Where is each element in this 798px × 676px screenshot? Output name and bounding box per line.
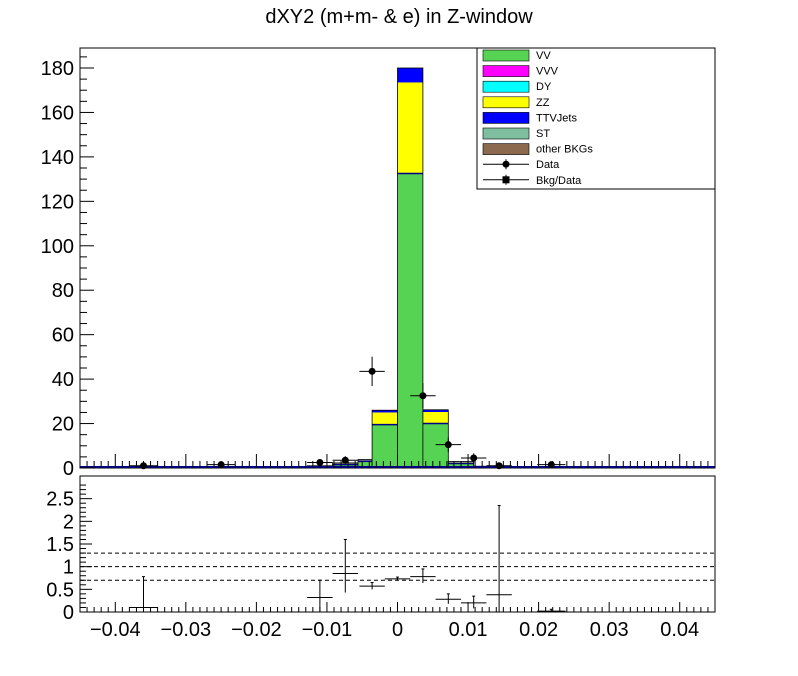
- ratio-y-tick-label: 2: [63, 511, 74, 533]
- stack-bar-vv: [397, 173, 423, 469]
- legend-swatch: [482, 143, 530, 155]
- legend-swatch: [482, 80, 530, 93]
- data-point: [444, 441, 452, 449]
- x-tick-label: 0.01: [449, 619, 488, 641]
- stack-bar-vv: [372, 424, 398, 468]
- chart-title: dXY2 (m+m- & e) in Z-window: [265, 6, 533, 28]
- data-point: [341, 456, 349, 464]
- y-tick-label: 0: [63, 458, 74, 480]
- stack-bar-ttv: [422, 409, 449, 412]
- legend-label: other BKGs: [536, 144, 593, 156]
- data-point: [368, 367, 376, 375]
- stack-bar-vv: [422, 423, 449, 468]
- legend-marker-square: [502, 176, 510, 184]
- x-tick-label: 0: [392, 619, 403, 641]
- legend-marker-circle: [502, 160, 510, 168]
- legend-label: Data: [536, 159, 560, 171]
- legend-label: VVV: [536, 66, 559, 78]
- legend-label: Bkg/Data: [536, 175, 582, 187]
- legend-swatch: [482, 112, 530, 124]
- ratio-frame: [79, 475, 716, 613]
- stack-bar-zz: [397, 82, 423, 174]
- legend-label: ZZ: [536, 97, 550, 109]
- data-point: [316, 458, 324, 466]
- data-point: [419, 392, 427, 400]
- data-point: [470, 454, 478, 462]
- legend-swatch: [482, 65, 530, 77]
- ratio-pad: −0.04 −0.03 −0.02 −0.01 0 0.01 0.02 0.03 0.0400.…: [46, 475, 716, 641]
- x-tick-label: 0.02: [519, 619, 558, 641]
- stack-bar-zz: [422, 412, 449, 424]
- y-tick-label: 180: [41, 58, 74, 80]
- data-point: [547, 461, 555, 469]
- legend-swatch: [482, 96, 530, 109]
- stack-bar-ttv: [372, 410, 398, 413]
- ratio-y-tick-label: 2.5: [46, 489, 74, 511]
- ratio-y-tick-label: 0.5: [46, 579, 74, 601]
- y-tick-label: 140: [41, 147, 74, 169]
- x-tick-label: 0.03: [590, 619, 629, 641]
- y-tick-label: 120: [41, 191, 74, 213]
- legend-label: ST: [536, 128, 550, 140]
- legend-label: VV: [536, 50, 551, 62]
- y-tick-label: 80: [52, 280, 74, 302]
- x-tick-label: −0.02: [231, 619, 282, 641]
- x-tick-label: 0.04: [660, 619, 699, 641]
- x-tick-label: −0.03: [161, 619, 212, 641]
- legend-label: DY: [536, 81, 552, 93]
- ratio-y-tick-label: 0: [63, 602, 74, 624]
- y-tick-label: 20: [52, 414, 74, 436]
- y-tick-label: 60: [52, 325, 74, 347]
- stack-bar-vv: [357, 461, 373, 468]
- upper-pad: 0 20 40 60 80 100 120 140 160 180: [41, 47, 716, 480]
- x-tick-label: −0.04: [90, 619, 141, 641]
- x-tick-label: −0.01: [302, 619, 353, 641]
- data-point: [217, 461, 225, 469]
- y-tick-label: 40: [52, 369, 74, 391]
- legend-swatch: [482, 49, 530, 62]
- legend-label: TTVJets: [536, 112, 577, 124]
- y-tick-label: 160: [41, 102, 74, 124]
- stack-bar-ttv: [397, 68, 423, 83]
- data-point: [140, 462, 147, 470]
- legend-swatch: [482, 127, 530, 140]
- ratio-y-tick-label: 1: [63, 557, 74, 579]
- data-point: [495, 462, 503, 470]
- y-tick-label: 100: [41, 236, 74, 258]
- ratio-y-tick-label: 1.5: [46, 534, 74, 556]
- stack-bar-zz: [372, 412, 398, 425]
